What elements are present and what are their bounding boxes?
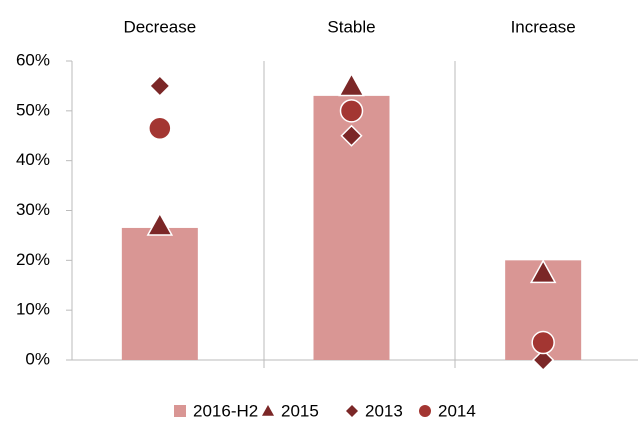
diamond-marker: [148, 74, 171, 97]
legend-label: 2015: [281, 401, 319, 420]
category-label: Increase: [511, 17, 576, 36]
legend-marker: [262, 405, 274, 416]
circle-marker: [339, 99, 364, 123]
triangle-marker: [146, 211, 174, 236]
diamond-marker: [340, 124, 363, 147]
category-label: Stable: [327, 17, 375, 36]
y-tick-label: 60%: [16, 50, 50, 69]
circle-marker: [531, 330, 555, 355]
y-tick-label: 20%: [16, 250, 50, 269]
legend-marker: [346, 405, 358, 417]
legend-marker: [419, 405, 431, 417]
legend-label: 2014: [438, 401, 476, 420]
legend-label: 2013: [365, 401, 403, 420]
y-tick-label: 0%: [25, 349, 50, 368]
legend-marker: [174, 405, 186, 417]
y-tick-label: 10%: [16, 300, 50, 319]
diamond-marker: [532, 348, 555, 372]
y-tick-label: 40%: [16, 150, 50, 169]
triangle-marker: [529, 259, 557, 284]
triangle-marker: [338, 72, 365, 97]
bar: [121, 227, 198, 360]
circle-marker: [148, 116, 172, 141]
legend-label: 2016-H2: [193, 401, 258, 420]
category-label: Decrease: [123, 17, 196, 36]
y-tick-label: 30%: [16, 200, 50, 219]
y-tick-label: 50%: [16, 100, 50, 119]
